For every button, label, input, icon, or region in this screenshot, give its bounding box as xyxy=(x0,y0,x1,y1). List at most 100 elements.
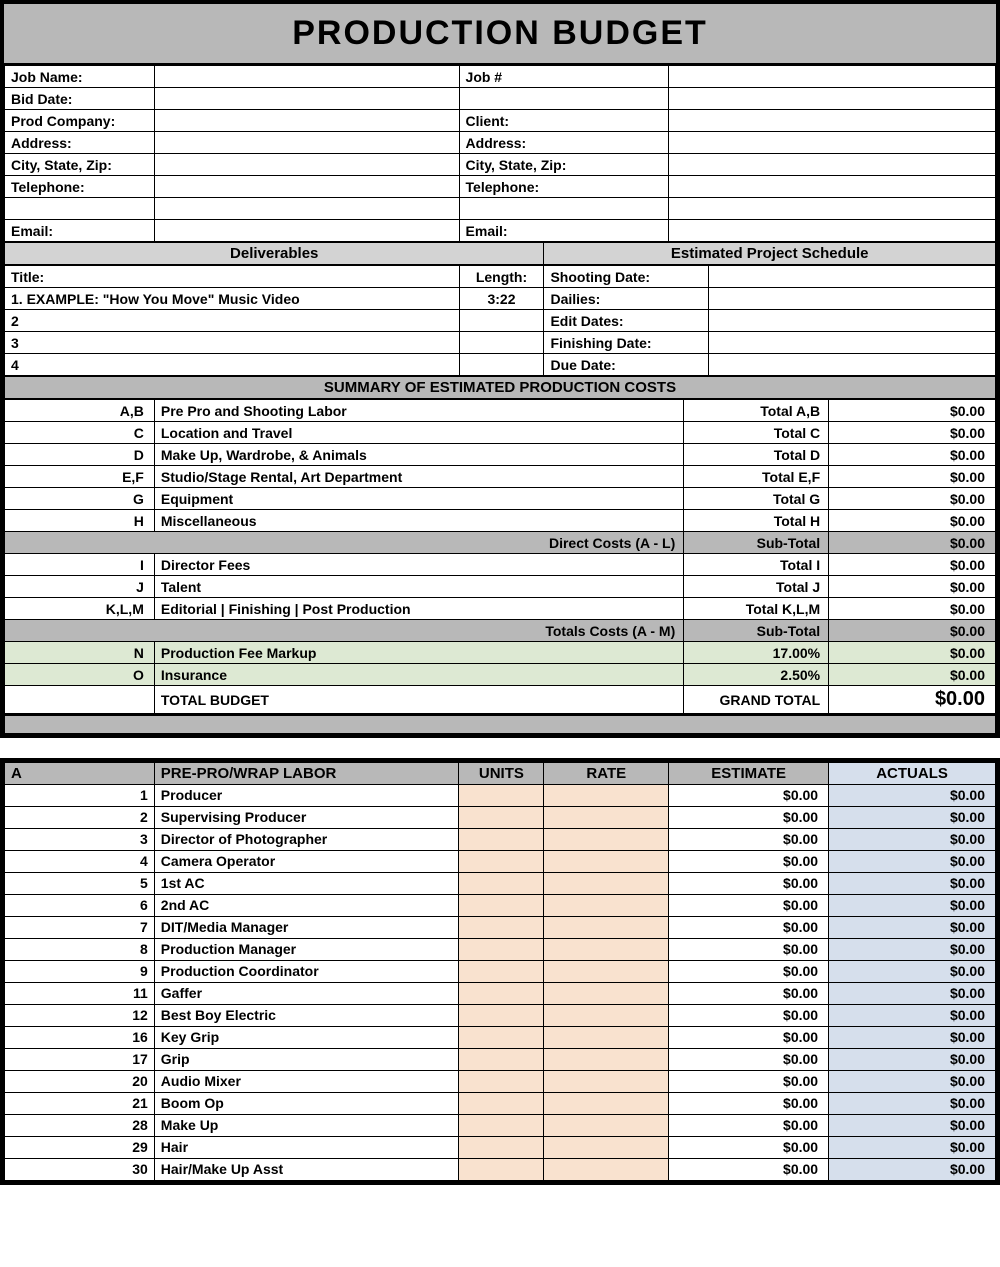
rate-cell[interactable] xyxy=(544,850,669,872)
line-number: 20 xyxy=(5,1070,155,1092)
rate-cell[interactable] xyxy=(544,894,669,916)
col-estimate: ESTIMATE xyxy=(669,762,829,784)
line-role: Producer xyxy=(154,784,459,806)
rate-cell[interactable] xyxy=(544,1004,669,1026)
line-role: Grip xyxy=(154,1048,459,1070)
actuals-cell: $0.00 xyxy=(829,960,996,982)
actuals-cell: $0.00 xyxy=(829,894,996,916)
info-label: City, State, Zip: xyxy=(459,154,669,176)
info-label: Address: xyxy=(459,132,669,154)
schedule-row-value[interactable] xyxy=(709,266,996,288)
rate-cell[interactable] xyxy=(544,1114,669,1136)
summary-desc: Equipment xyxy=(154,488,683,510)
markup-code: N xyxy=(5,642,155,664)
info-value[interactable] xyxy=(154,220,459,242)
info-value[interactable] xyxy=(669,220,996,242)
info-value[interactable] xyxy=(669,176,996,198)
rate-cell[interactable] xyxy=(544,938,669,960)
units-cell[interactable] xyxy=(459,1026,544,1048)
detail-section: A PRE-PRO/WRAP LABOR UNITS RATE ESTIMATE… xyxy=(0,758,1000,1185)
rate-cell[interactable] xyxy=(544,828,669,850)
line-number: 21 xyxy=(5,1092,155,1114)
insurance-desc: Insurance xyxy=(154,664,683,686)
info-value[interactable] xyxy=(154,110,459,132)
schedule-row-value[interactable] xyxy=(709,332,996,354)
title-label: Title: xyxy=(5,266,460,288)
units-cell[interactable] xyxy=(459,1048,544,1070)
info-label: Email: xyxy=(459,220,669,242)
rate-cell[interactable] xyxy=(544,872,669,894)
estimate-cell: $0.00 xyxy=(669,1026,829,1048)
units-cell[interactable] xyxy=(459,1114,544,1136)
units-cell[interactable] xyxy=(459,1158,544,1180)
info-value[interactable] xyxy=(154,198,459,220)
rate-cell[interactable] xyxy=(544,806,669,828)
info-label xyxy=(459,88,669,110)
actuals-cell: $0.00 xyxy=(829,872,996,894)
info-label: Address: xyxy=(5,132,155,154)
units-cell[interactable] xyxy=(459,960,544,982)
units-cell[interactable] xyxy=(459,806,544,828)
schedule-row-value[interactable] xyxy=(709,288,996,310)
deliverable-length[interactable] xyxy=(459,332,544,354)
deliverable-length[interactable]: 3:22 xyxy=(459,288,544,310)
info-value[interactable] xyxy=(154,154,459,176)
rate-cell[interactable] xyxy=(544,916,669,938)
summary-total-label: Total J xyxy=(684,576,829,598)
units-cell[interactable] xyxy=(459,1070,544,1092)
units-cell[interactable] xyxy=(459,894,544,916)
estimate-cell: $0.00 xyxy=(669,1114,829,1136)
schedule-row-value[interactable] xyxy=(709,354,996,376)
grand-total-amount: $0.00 xyxy=(829,686,996,714)
rate-cell[interactable] xyxy=(544,960,669,982)
rate-cell[interactable] xyxy=(544,1136,669,1158)
info-value[interactable] xyxy=(154,88,459,110)
deliverable-title[interactable]: 3 xyxy=(5,332,460,354)
rate-cell[interactable] xyxy=(544,1158,669,1180)
units-cell[interactable] xyxy=(459,1004,544,1026)
rate-cell[interactable] xyxy=(544,1026,669,1048)
units-cell[interactable] xyxy=(459,1092,544,1114)
info-value[interactable] xyxy=(669,110,996,132)
summary-desc: Talent xyxy=(154,576,683,598)
schedule-row-value[interactable] xyxy=(709,310,996,332)
rate-cell[interactable] xyxy=(544,1070,669,1092)
line-role: 1st AC xyxy=(154,872,459,894)
units-cell[interactable] xyxy=(459,1136,544,1158)
deliverable-length[interactable] xyxy=(459,354,544,376)
info-value[interactable] xyxy=(154,66,459,88)
rate-cell[interactable] xyxy=(544,1048,669,1070)
summary-total-label: Total E,F xyxy=(684,466,829,488)
info-table: Job Name:Job #Bid Date:Prod Company:Clie… xyxy=(4,65,996,242)
units-cell[interactable] xyxy=(459,872,544,894)
line-number: 28 xyxy=(5,1114,155,1136)
units-cell[interactable] xyxy=(459,828,544,850)
rate-cell[interactable] xyxy=(544,1092,669,1114)
info-value[interactable] xyxy=(669,154,996,176)
units-cell[interactable] xyxy=(459,938,544,960)
info-value[interactable] xyxy=(669,132,996,154)
info-value[interactable] xyxy=(669,198,996,220)
summary-header: SUMMARY OF ESTIMATED PRODUCTION COSTS xyxy=(5,377,996,399)
actuals-cell: $0.00 xyxy=(829,982,996,1004)
estimate-cell: $0.00 xyxy=(669,1092,829,1114)
info-value[interactable] xyxy=(669,66,996,88)
info-value[interactable] xyxy=(154,176,459,198)
deliverable-title[interactable]: 2 xyxy=(5,310,460,332)
insurance-code: O xyxy=(5,664,155,686)
info-value[interactable] xyxy=(154,132,459,154)
summary-total-label: Total A,B xyxy=(684,400,829,422)
rate-cell[interactable] xyxy=(544,982,669,1004)
units-cell[interactable] xyxy=(459,916,544,938)
units-cell[interactable] xyxy=(459,982,544,1004)
units-cell[interactable] xyxy=(459,784,544,806)
summary-amount: $0.00 xyxy=(829,576,996,598)
deliverable-title[interactable]: 4 xyxy=(5,354,460,376)
deliverable-length[interactable] xyxy=(459,310,544,332)
line-number: 30 xyxy=(5,1158,155,1180)
summary-code: C xyxy=(5,422,155,444)
info-value[interactable] xyxy=(669,88,996,110)
rate-cell[interactable] xyxy=(544,784,669,806)
units-cell[interactable] xyxy=(459,850,544,872)
deliverable-title[interactable]: 1. EXAMPLE: "How You Move" Music Video xyxy=(5,288,460,310)
